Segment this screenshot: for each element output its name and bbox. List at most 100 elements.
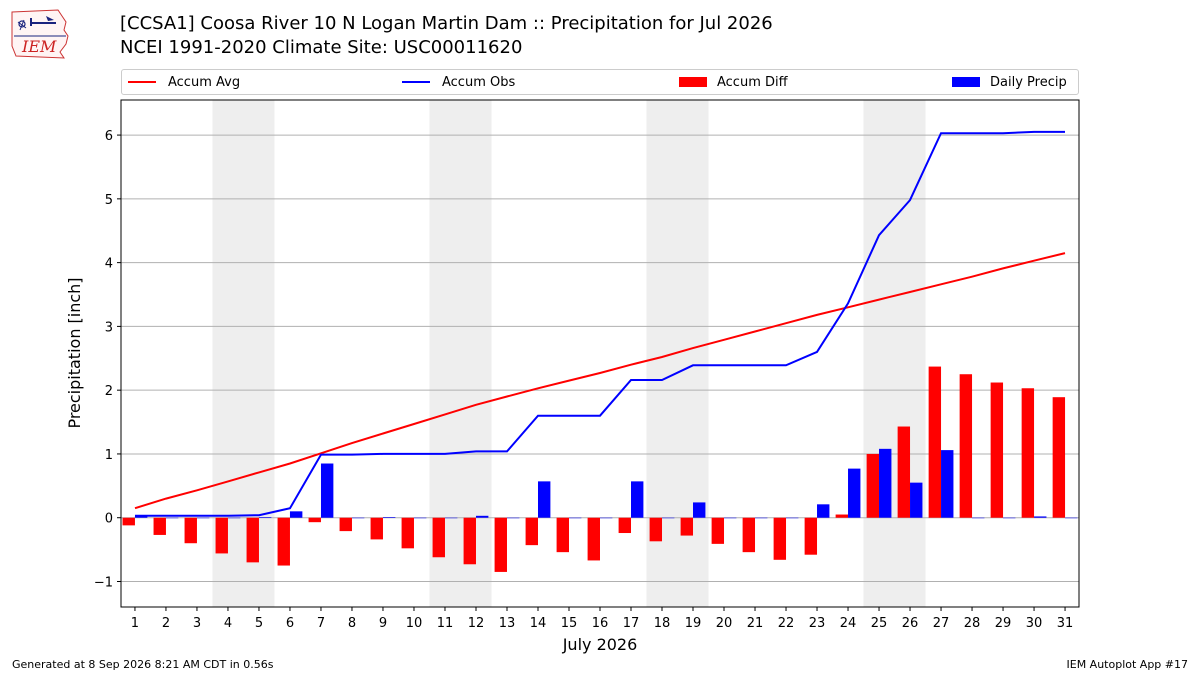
legend-accum-diff-label: Accum Diff [717,74,788,90]
accum-diff-bar [525,517,538,546]
x-tick-label: 17 [623,616,640,631]
y-tick-label: 0 [105,512,113,527]
daily-precip-bar [413,517,427,519]
legend: Accum Avg Accum Obs Accum Diff Daily Pre… [121,69,1079,95]
daily-precip-bar [444,517,458,519]
accum-diff-bar [463,517,476,565]
x-tick-label: 25 [871,616,888,631]
x-tick-label: 30 [1026,616,1043,631]
accum-diff-bar [246,517,259,563]
x-tick-label: 13 [499,616,516,631]
x-tick-label: 26 [902,616,919,631]
x-tick-label: 5 [255,616,263,631]
weekend-band-4 [863,100,926,607]
x-tick-label: 29 [995,616,1012,631]
daily-precip-bar [817,504,830,518]
daily-precip-bar [693,502,706,518]
accum-diff-bar [1021,388,1035,518]
accum-diff-bar [122,517,135,526]
x-tick-label: 22 [778,616,795,631]
generated-footer: Generated at 8 Sep 2026 8:21 AM CDT in 0… [12,658,274,671]
x-tick-label: 23 [809,616,826,631]
legend-accum-obs-label: Accum Obs [442,74,516,90]
x-tick-label: 11 [437,616,454,631]
legend-accum-obs: Accum Obs [402,70,515,94]
weekend-shading [212,100,926,607]
accum-diff-bar [370,517,383,540]
legend-accum-diff: Accum Diff [679,70,788,94]
accum-diff-bar [401,517,414,549]
x-axis-label: July 2026 [562,635,638,654]
x-tick-label: 12 [468,616,485,631]
iem-logo-text: IEM [21,37,57,56]
x-tick-label: 21 [747,616,764,631]
legend-accum-obs-swatch [402,81,430,83]
legend-daily-precip-swatch [952,77,980,87]
daily-precip-bar [258,517,272,518]
daily-precip-bar [227,517,241,519]
accum-avg-line [134,252,1066,510]
x-tick-label: 8 [348,616,356,631]
daily-precip-bar [196,517,210,519]
x-tick-label: 10 [406,616,423,631]
legend-accum-diff-swatch [679,77,707,87]
y-tick-label: −1 [94,575,113,590]
lines [134,130,1066,517]
accum-diff-bar [1052,397,1066,518]
y-tick-label: 5 [105,193,113,208]
accum-diff-bar [153,517,166,535]
x-tick-label: 20 [716,616,733,631]
x-tick-label: 1 [131,616,139,631]
x-tick-label: 28 [964,616,981,631]
daily-precip-bar [1065,517,1078,519]
x-tick-label: 16 [592,616,609,631]
daily-precip-bar [910,482,923,518]
daily-precip-bar [320,463,334,518]
daily-precip-bar [382,517,396,518]
y-axis-label: Precipitation [inch] [65,277,84,428]
y-tick-label: 1 [105,448,113,463]
accum-diff-bar [835,514,849,518]
daily-precip-bar [568,517,582,519]
daily-precip-bar [600,517,613,519]
accum-diff-bar [804,517,818,555]
y-tick-label: 6 [105,129,113,144]
daily-precip-bar [1003,517,1016,519]
accum-diff-bar [959,374,973,518]
accum-diff-bar [866,453,880,518]
daily-precip-bar [972,517,985,519]
y-tick-label: 4 [105,257,113,272]
legend-daily-precip-label: Daily Precip [990,74,1067,90]
x-tick-label: 6 [286,616,294,631]
accum-diff-bar [711,517,725,544]
accum-diff-bar [494,517,507,572]
y-tick-label: 3 [105,320,113,335]
accum-diff-bar [556,517,569,553]
accum-diff-bar [990,382,1004,518]
accum-diff-bar [742,517,756,553]
daily-precip-bar [879,448,892,518]
accum-diff-bar [184,517,197,544]
daily-precip-bar [786,517,799,519]
accum-diff-bar [773,517,787,560]
x-tick-label: 7 [317,616,325,631]
daily-precip-bar [631,481,644,518]
x-tick-label: 3 [193,616,201,631]
accum-diff-bar [897,426,911,518]
chart-title: [CCSA1] Coosa River 10 N Logan Martin Da… [120,12,773,60]
legend-accum-avg: Accum Avg [128,70,240,94]
y-tick-label: 2 [105,384,113,399]
daily-precip-bar [351,517,365,519]
title-line-2: NCEI 1991-2020 Climate Site: USC00011620 [120,37,523,58]
daily-precip-bar [941,450,954,518]
x-tick-label: 19 [685,616,702,631]
title-line-1: [CCSA1] Coosa River 10 N Logan Martin Da… [120,13,773,34]
accum-diff-bar [215,517,228,554]
daily-precip-bar [289,511,303,518]
accum-diff-bar [618,517,632,534]
daily-precip-bar [662,517,675,519]
daily-precip-bar [724,517,737,519]
autoplot-footer: IEM Autoplot App #17 [1066,658,1189,671]
